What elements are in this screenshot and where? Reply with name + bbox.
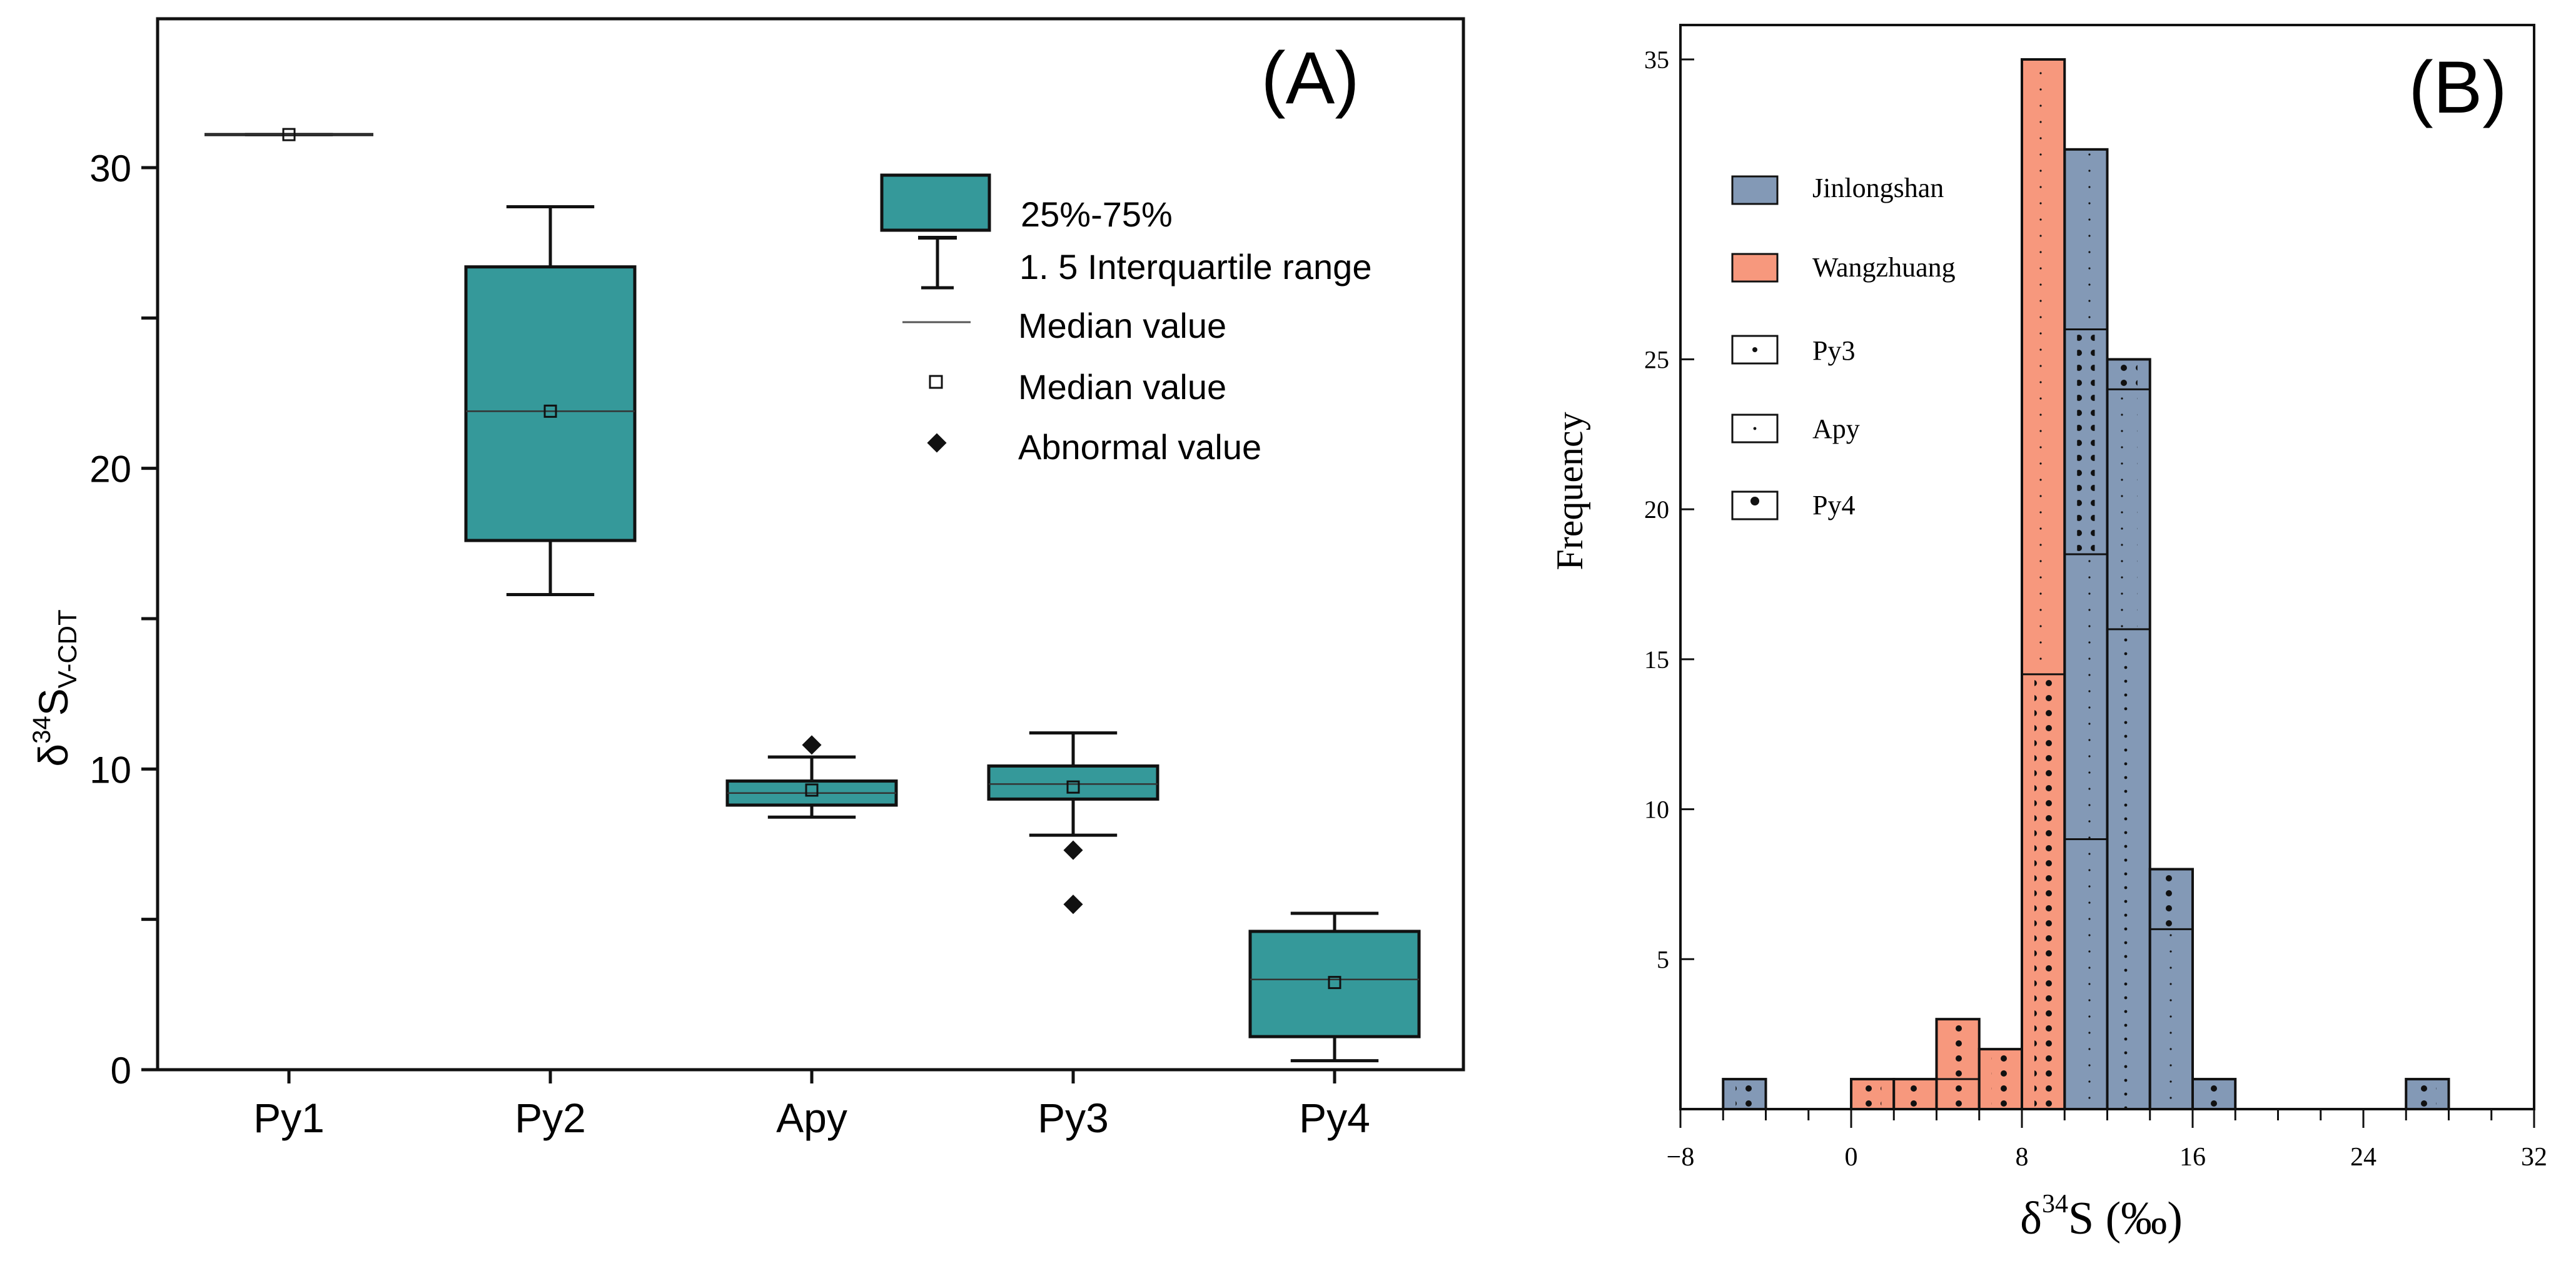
subbin-py4 <box>1735 1079 1754 1109</box>
panel-a: (A) 0 10 20 30 Py1 Py2 Apy Py3 Py4 δ34SV-CDT 25… <box>28 17 1465 1141</box>
subbin-py4 <box>2034 674 2053 1109</box>
y-tick-label: 25 <box>1644 345 1669 373</box>
y-title-sub: V-CDT <box>53 609 82 688</box>
x-tick-label: 32 <box>2521 1143 2547 1172</box>
panel-b-label: (B) <box>2408 46 2507 129</box>
outlier-point <box>1063 895 1083 915</box>
y-tick-label: 35 <box>1644 46 1669 74</box>
subbin-py4 <box>2077 329 2095 555</box>
subbin-py4 <box>2162 869 2180 930</box>
subbin-py4 <box>1991 1049 2009 1109</box>
panel-a-y-ticks: 0 10 20 30 <box>89 148 158 1092</box>
box-apy <box>725 735 898 819</box>
y-title-main: S <box>30 688 76 716</box>
y-tick-label: 20 <box>89 449 131 490</box>
panel-b-y-axis-title: Frequency <box>1549 412 1590 570</box>
legend-wangzhuang-label: Wangzhuang <box>1812 252 1956 283</box>
x-tick-label: 24 <box>2350 1143 2376 1172</box>
legend-whisker-label: 1. 5 Interquartile range <box>1019 247 1371 287</box>
legend-median-line-label: Median value <box>1018 306 1226 345</box>
legend-py4-dot <box>1750 497 1759 505</box>
x-title-sup: 34 <box>2042 1190 2068 1219</box>
subbin-py4 <box>2119 359 2138 390</box>
legend-apy-label: Apy <box>1812 413 1860 444</box>
subbin-py3 <box>2119 629 2138 1109</box>
legend-apy-dot <box>1753 427 1757 430</box>
legend-outlier-label: Abnormal value <box>1018 427 1261 467</box>
y-title-delta: δ <box>30 744 76 767</box>
panel-a-y-axis-title: δ34SV-CDT <box>28 609 82 766</box>
subbin-apy <box>2077 554 2095 839</box>
y-tick-label: 10 <box>89 749 131 791</box>
y-tick-label: 5 <box>1657 945 1669 973</box>
panel-b-x-axis-title: δ34S (‰) <box>2020 1190 2183 1244</box>
y-tick-label: 10 <box>1644 796 1669 824</box>
x-tick-label: Py4 <box>1299 1095 1370 1141</box>
x-tick-label: Py2 <box>515 1095 586 1141</box>
x-tick-label: 8 <box>2016 1143 2029 1172</box>
legend-whisker-symbol <box>918 236 957 290</box>
legend-median-marker-symbol <box>929 375 943 389</box>
panel-b-y-ticks: 5 10 15 20 25 35 <box>1644 46 1694 973</box>
legend-box-label: 25%-75% <box>1021 195 1173 234</box>
subbin-apy <box>2162 929 2180 1109</box>
panel-b-bars <box>1722 58 2450 1110</box>
y-title-sup: 34 <box>28 716 56 744</box>
legend-py4-label: Py4 <box>1812 490 1855 520</box>
panel-a-frame <box>156 17 1465 1072</box>
y-tick-label: 15 <box>1644 646 1669 674</box>
legend-py3-dot <box>1752 347 1757 352</box>
y-tick-label: 30 <box>89 148 131 190</box>
subbin-apy <box>2077 839 2095 1109</box>
legend-median-marker-label: Median value <box>1018 367 1226 407</box>
subbin-py4 <box>1864 1079 1882 1109</box>
legend-py3-label: Py3 <box>1812 335 1855 366</box>
median-marker <box>805 783 819 797</box>
box-py2 <box>464 205 637 597</box>
x-tick-label: Py1 <box>253 1095 325 1141</box>
box-py4 <box>1248 911 1421 1063</box>
median-marker <box>1328 976 1341 990</box>
subbin-apy <box>2119 389 2138 629</box>
x-title-main: S (‰) <box>2068 1193 2183 1244</box>
iqr-box <box>464 265 637 542</box>
subbin-apy <box>2034 59 2053 674</box>
subbin-py4 <box>1949 1079 1967 1109</box>
panel-b-x-ticks: −8 0 8 16 24 32 <box>1667 1109 2547 1172</box>
legend-box-swatch <box>880 173 991 232</box>
legend-jinlongshan-swatch <box>1731 175 1779 205</box>
x-tick-label: −8 <box>1667 1143 1695 1172</box>
subbin-py4 <box>2205 1079 2223 1109</box>
outlier-point <box>802 735 822 755</box>
legend-outlier-symbol <box>927 433 947 453</box>
x-tick-label: Apy <box>776 1095 847 1141</box>
box-py3 <box>987 731 1159 915</box>
subbin-py4 <box>2418 1079 2437 1109</box>
panel-a-legend: 25%-75% 1. 5 Interquartile range Median … <box>880 173 1371 467</box>
x-title-delta: δ <box>2020 1193 2042 1244</box>
x-tick-label: Py3 <box>1038 1095 1109 1141</box>
subbin-apy <box>2077 149 2095 330</box>
subbin-py4 <box>1906 1079 1924 1109</box>
median-marker <box>1066 780 1080 794</box>
panel-a-label: (A) <box>1261 37 1359 119</box>
legend-jinlongshan-label: Jinlongshan <box>1812 173 1944 203</box>
y-tick-label: 20 <box>1644 495 1669 524</box>
iqr-box <box>987 764 1159 801</box>
y-tick-label: 0 <box>111 1050 131 1092</box>
x-tick-label: 0 <box>1845 1143 1858 1172</box>
outlier-point <box>1063 840 1083 860</box>
legend-wangzhuang-swatch <box>1731 253 1779 283</box>
iqr-box <box>1248 930 1421 1038</box>
subbin-py4 <box>1949 1019 1967 1080</box>
median-marker <box>543 404 557 418</box>
panel-a-boxes <box>205 128 1421 1063</box>
x-tick-label: 16 <box>2179 1143 2206 1172</box>
box-py1 <box>205 128 373 141</box>
panel-b-legend: Jinlongshan Wangzhuang Py3 Apy Py4 <box>1731 173 1956 520</box>
median-marker <box>282 128 296 141</box>
panel-a-x-ticks: Py1 Py2 Apy Py3 Py4 <box>253 1070 1370 1141</box>
panel-b: (B) 5 10 15 20 25 35 −8 0 8 16 24 32 Frequency δ34… <box>1549 24 2547 1244</box>
